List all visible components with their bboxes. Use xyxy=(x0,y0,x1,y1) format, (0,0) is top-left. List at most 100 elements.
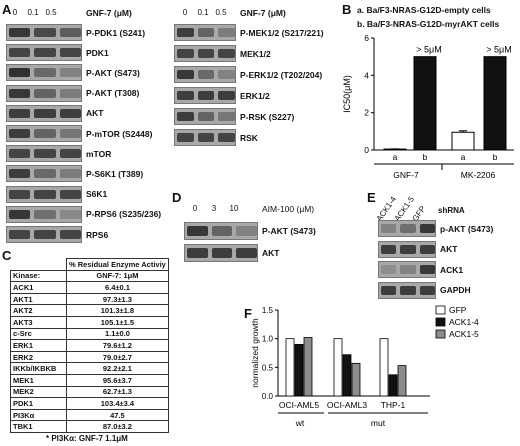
panel-a-dose-right-1: 0.1 xyxy=(197,8,209,17)
panel-a-right-band-4-2 xyxy=(218,112,235,121)
panel-a-right-blot-2 xyxy=(174,66,236,83)
chart-f-bar-1-1 xyxy=(342,354,352,397)
panel-a-left-label-4: AKT xyxy=(86,108,104,119)
kinase-table-header-kinase: Kinase: xyxy=(10,269,67,283)
panel-a-right-blot-0 xyxy=(174,24,236,41)
chart-f-legend-label-0: GFP xyxy=(449,305,467,315)
panel-a-right-band-4-1 xyxy=(197,112,215,121)
kinase-table-subheader-row: Kinase: GNF-7: 1μM xyxy=(10,269,169,283)
chart-f-xtick-1: OCI-AML3 xyxy=(327,400,367,410)
panel-a-dose-right-2: 0.5 xyxy=(215,8,227,17)
chart-b-group-1: MK-2206 xyxy=(461,170,496,180)
panel-a-left-blot-4 xyxy=(6,104,82,122)
panel-a-right-label-1: MEK1/2 xyxy=(240,48,271,59)
panel-a-left-band-8-0 xyxy=(9,189,31,199)
panel-a-left-band-7-1 xyxy=(34,169,56,179)
panel-a-left-band-6-2 xyxy=(59,149,81,159)
panel-e-label-1: AKT xyxy=(440,244,458,254)
panel-a-left-band-5-0 xyxy=(9,129,31,138)
chart-f-ytick-label-0: 0.0 xyxy=(262,392,274,401)
kinase-name-5: ERK1 xyxy=(10,339,67,352)
panel-a-right-label-3: ERK1/2 xyxy=(240,90,270,101)
chart-f-ytick-label-3: 1.5 xyxy=(262,306,274,315)
panel-a-right-label-0: P-MEK1/2 (S217/221) xyxy=(240,27,324,38)
chart-f-legend-swatch-1 xyxy=(435,317,446,327)
chart-f-bar-0-0 xyxy=(285,338,295,397)
kinase-value-4: 1.1±0.0 xyxy=(66,327,169,341)
panel-a-right-blot-5 xyxy=(174,129,236,146)
kinase-value-0: 6.4±0.1 xyxy=(66,281,169,294)
kinase-name-1: AKT1 xyxy=(10,292,67,306)
panel-a-right-label-4: P-RSK (S227) xyxy=(240,111,295,122)
chart-b-bar-1 xyxy=(413,56,437,151)
panel-a-left-band-10-2 xyxy=(59,230,81,239)
kinase-table-row: TBK1 87.0±3.2 xyxy=(10,420,169,433)
chart-b-annotation-3: > 5μM xyxy=(486,45,511,55)
panel-a-left-label-1: PDK1 xyxy=(86,47,109,58)
panel-a-left-label-2: P-AKT (S473) xyxy=(86,67,140,78)
panel-d-band-1-1 xyxy=(211,248,233,258)
panel-e-blot-2 xyxy=(378,261,436,278)
panel-a-right-label-5: RSK xyxy=(240,132,258,143)
panel-e-blot-0 xyxy=(378,220,436,237)
chart-b-xtick-3: b xyxy=(493,152,498,162)
panel-a-right-blot-4 xyxy=(174,108,236,125)
kinase-value-8: 95.6±3.7 xyxy=(66,373,169,387)
chart-f-legend-label-2: ACK1-5 xyxy=(449,329,479,339)
kinase-name-0: ACK1 xyxy=(10,281,67,294)
panel-d-band-1-2 xyxy=(236,248,257,258)
chart-f-legend-swatch-2 xyxy=(435,329,446,339)
panel-a: 0 0.1 0.5 GNF-7 (μM) P-PDK1 (S241) PDK1 P-… xyxy=(0,0,340,250)
chart-f-legend-label-1: ACK1-4 xyxy=(449,317,479,327)
panel-a-left-band-9-1 xyxy=(34,209,56,219)
panel-a-right-band-2-1 xyxy=(197,70,215,79)
panel-a-left-band-0-2 xyxy=(59,28,81,37)
panel-a-dose-right-0: 0 xyxy=(182,8,188,17)
panel-e-band-0-1 xyxy=(400,224,416,233)
chart-b-annotation-1: > 5μM xyxy=(416,45,441,55)
chart-f-bar-1-0 xyxy=(333,338,343,397)
kinase-table-row: AKT3 105.1±1.5 xyxy=(10,315,169,329)
chart-f-xtick-2: THP-1 xyxy=(381,400,406,410)
panel-d-label-0: P-AKT (S473) xyxy=(262,226,316,236)
panel-a-right-band-1-1 xyxy=(197,49,215,58)
panel-a-left-band-10-1 xyxy=(34,230,56,239)
panel-a-left-band-3-0 xyxy=(9,88,31,98)
panel-a-left-blot-7 xyxy=(6,165,82,183)
panel-a-right-band-1-0 xyxy=(177,49,194,58)
panel-d-blot-0 xyxy=(184,222,258,240)
panel-a-right-band-2-0 xyxy=(177,70,194,79)
panel-d-band-0-2 xyxy=(236,226,257,236)
chart-f-group-1: mut xyxy=(371,418,386,428)
panel-e-blot-1 xyxy=(378,240,436,258)
kinase-value-1: 97.3±1.3 xyxy=(66,292,169,306)
panel-d-dose-2: 10 xyxy=(229,204,239,213)
kinase-table-footnote: * PI3Kα: GNF-7 1.1μM xyxy=(46,434,128,443)
panel-a-dose-left-1: 0.1 xyxy=(27,8,39,17)
kinase-table-row: AKT2 101.3±1.8 xyxy=(10,304,169,317)
panel-a-left-label-0: P-PDK1 (S241) xyxy=(86,27,146,38)
kinase-table-row: ERK2 79.0±2.7 xyxy=(10,350,169,364)
panel-e-shrna-label: shRNA xyxy=(438,206,465,215)
kinase-value-10: 103.4±3.4 xyxy=(66,397,169,410)
kinase-table-header-activity: % Residual Enzyme Activiy xyxy=(66,258,169,271)
panel-a-left-blot-5 xyxy=(6,125,82,142)
panel-e-band-3-0 xyxy=(381,285,397,295)
kinase-name-6: ERK2 xyxy=(10,350,67,364)
panel-a-left-band-2-2 xyxy=(59,68,81,78)
kinase-value-9: 62.7±1.3 xyxy=(66,385,169,399)
panel-a-right-band-1-2 xyxy=(218,49,235,58)
kinase-value-3: 105.1±1.5 xyxy=(66,315,169,329)
panel-e-band-0-0 xyxy=(381,224,397,233)
chart-f-bar-2-0 xyxy=(379,338,389,397)
panel-d-dose-0: 0 xyxy=(192,204,198,213)
chart-f-ytick-label-2: 1.0 xyxy=(262,335,274,344)
panel-d-band-0-1 xyxy=(211,226,233,236)
chart-b-ytick-label-0: 0 xyxy=(364,145,369,155)
panel-a-left-band-9-0 xyxy=(9,209,31,219)
chart-f-bar-2-1 xyxy=(388,374,398,397)
kinase-name-3: AKT3 xyxy=(10,315,67,329)
panel-a-left-label-6: mTOR xyxy=(86,148,112,159)
panel-e-band-1-0 xyxy=(381,244,397,254)
chart-f-legend-swatch-0 xyxy=(435,305,446,315)
